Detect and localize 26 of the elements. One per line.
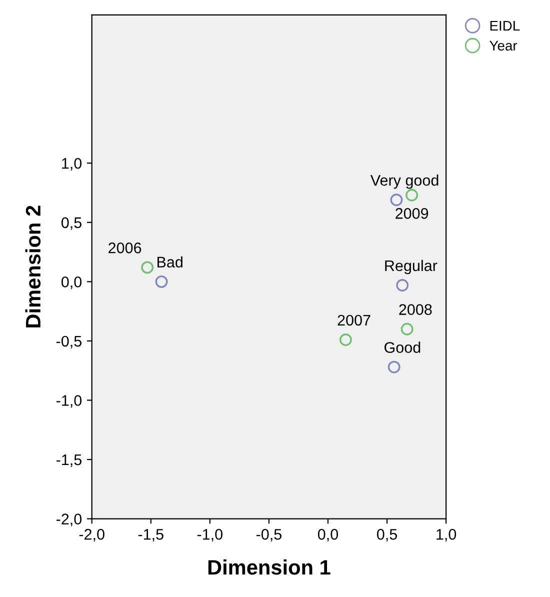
annotation: Good xyxy=(384,342,420,353)
annotation: 2007 xyxy=(338,314,370,326)
y-tick-label: 0,5 xyxy=(61,217,82,230)
x-tick-label: -1,0 xyxy=(197,528,222,542)
x-tick-label: 0,0 xyxy=(318,528,338,542)
x-tick-label: 1,0 xyxy=(436,528,456,542)
y-tick-label: 0,0 xyxy=(61,276,82,290)
annotation: Very good xyxy=(370,174,438,189)
y-tick-label: -1,0 xyxy=(56,395,82,408)
y-tick-label: -1,5 xyxy=(56,454,82,468)
legend-label: EIDL xyxy=(490,20,520,31)
y-axis-title: Dimension 2 xyxy=(25,206,41,328)
y-tick-label: -2,0 xyxy=(56,514,82,526)
x-tick-label: -2,0 xyxy=(79,528,104,542)
annotation: 2008 xyxy=(399,304,432,315)
annotation: Regular xyxy=(385,260,438,274)
x-tick-label: -1,5 xyxy=(138,529,164,542)
annotation: 2006 xyxy=(108,242,142,254)
annotation: Bad xyxy=(158,256,182,268)
x-tick-label: -0,5 xyxy=(256,528,282,542)
legend-label: Year xyxy=(490,40,518,51)
y-tick-label: 1,0 xyxy=(62,158,82,171)
annotation: 2009 xyxy=(396,208,428,219)
x-tick-label: 0,5 xyxy=(376,528,397,542)
x-axis-title: Dimension 1 xyxy=(208,559,330,575)
y-tick-label: -0,5 xyxy=(56,336,82,348)
